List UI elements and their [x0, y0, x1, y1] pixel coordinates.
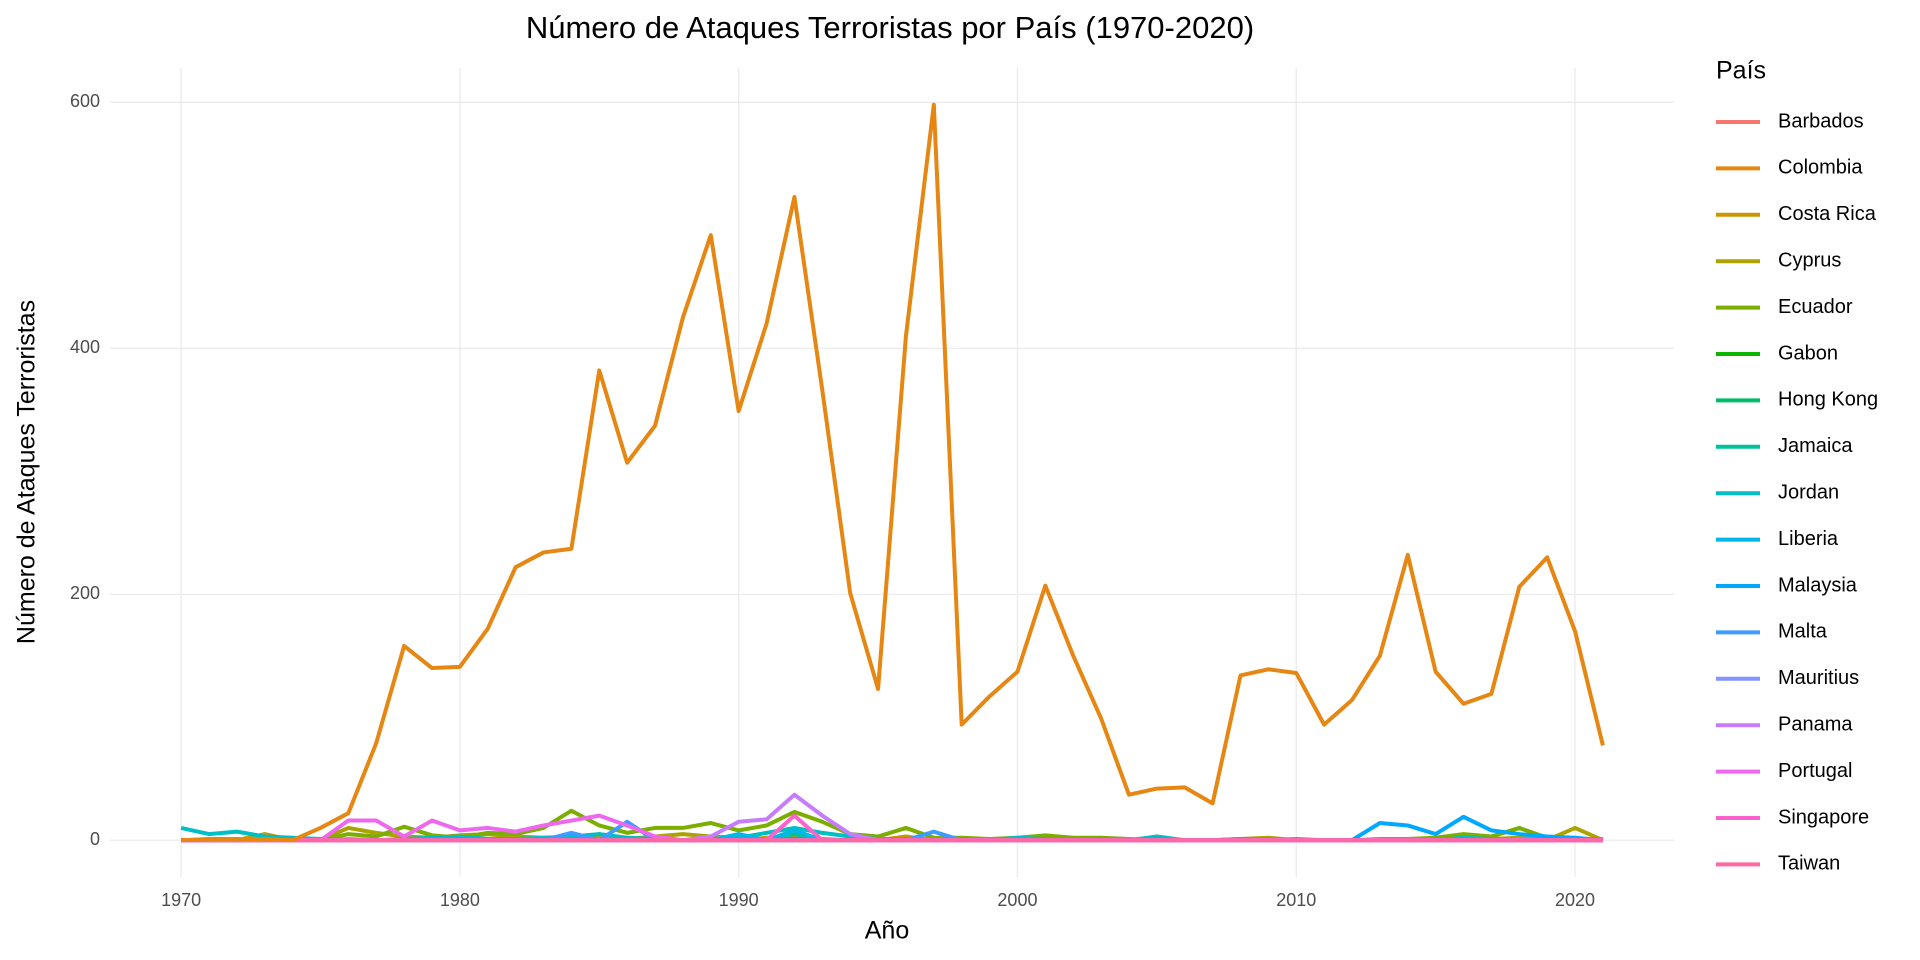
legend-label: Malta: [1778, 621, 1828, 643]
legend-label: Costa Rica: [1778, 203, 1877, 225]
grid: [110, 68, 1674, 877]
legend-label: Mauritius: [1778, 667, 1859, 689]
series-line: [181, 102, 1605, 843]
legend-label: Panama: [1778, 713, 1853, 735]
x-tick-label: 2020: [1555, 890, 1595, 910]
legend-label: Taiwan: [1778, 853, 1840, 875]
legend-label: Ecuador: [1778, 296, 1853, 318]
x-tick-label: 2010: [1276, 890, 1316, 910]
x-tick-label: 1990: [719, 890, 759, 910]
legend-label: Barbados: [1778, 110, 1864, 132]
chart-title: Número de Ataques Terroristas por País (…: [526, 10, 1254, 45]
legend-label: Singapore: [1778, 806, 1869, 828]
legend-label: Malaysia: [1778, 574, 1858, 596]
x-tick-label: 2000: [997, 890, 1037, 910]
x-tick-label: 1980: [440, 890, 480, 910]
legend-label: Portugal: [1778, 760, 1853, 782]
legend-label: Jamaica: [1778, 435, 1853, 457]
y-tick-label: 0: [90, 829, 100, 849]
legend-label: Liberia: [1778, 528, 1839, 550]
y-axis-label: Número de Ataques Terroristas: [13, 300, 41, 644]
x-tick-label: 1970: [161, 890, 201, 910]
legend-label: Colombia: [1778, 157, 1863, 179]
x-axis-label: Año: [865, 917, 909, 945]
y-tick-label: 400: [70, 337, 100, 357]
legend-label: Jordan: [1778, 481, 1839, 503]
legend-title: País: [1716, 57, 1766, 85]
y-tick-label: 600: [70, 91, 100, 111]
legend-label: Gabon: [1778, 342, 1838, 364]
legend-label: Cyprus: [1778, 249, 1841, 271]
legend-label: Hong Kong: [1778, 389, 1878, 411]
y-tick-label: 200: [70, 583, 100, 603]
